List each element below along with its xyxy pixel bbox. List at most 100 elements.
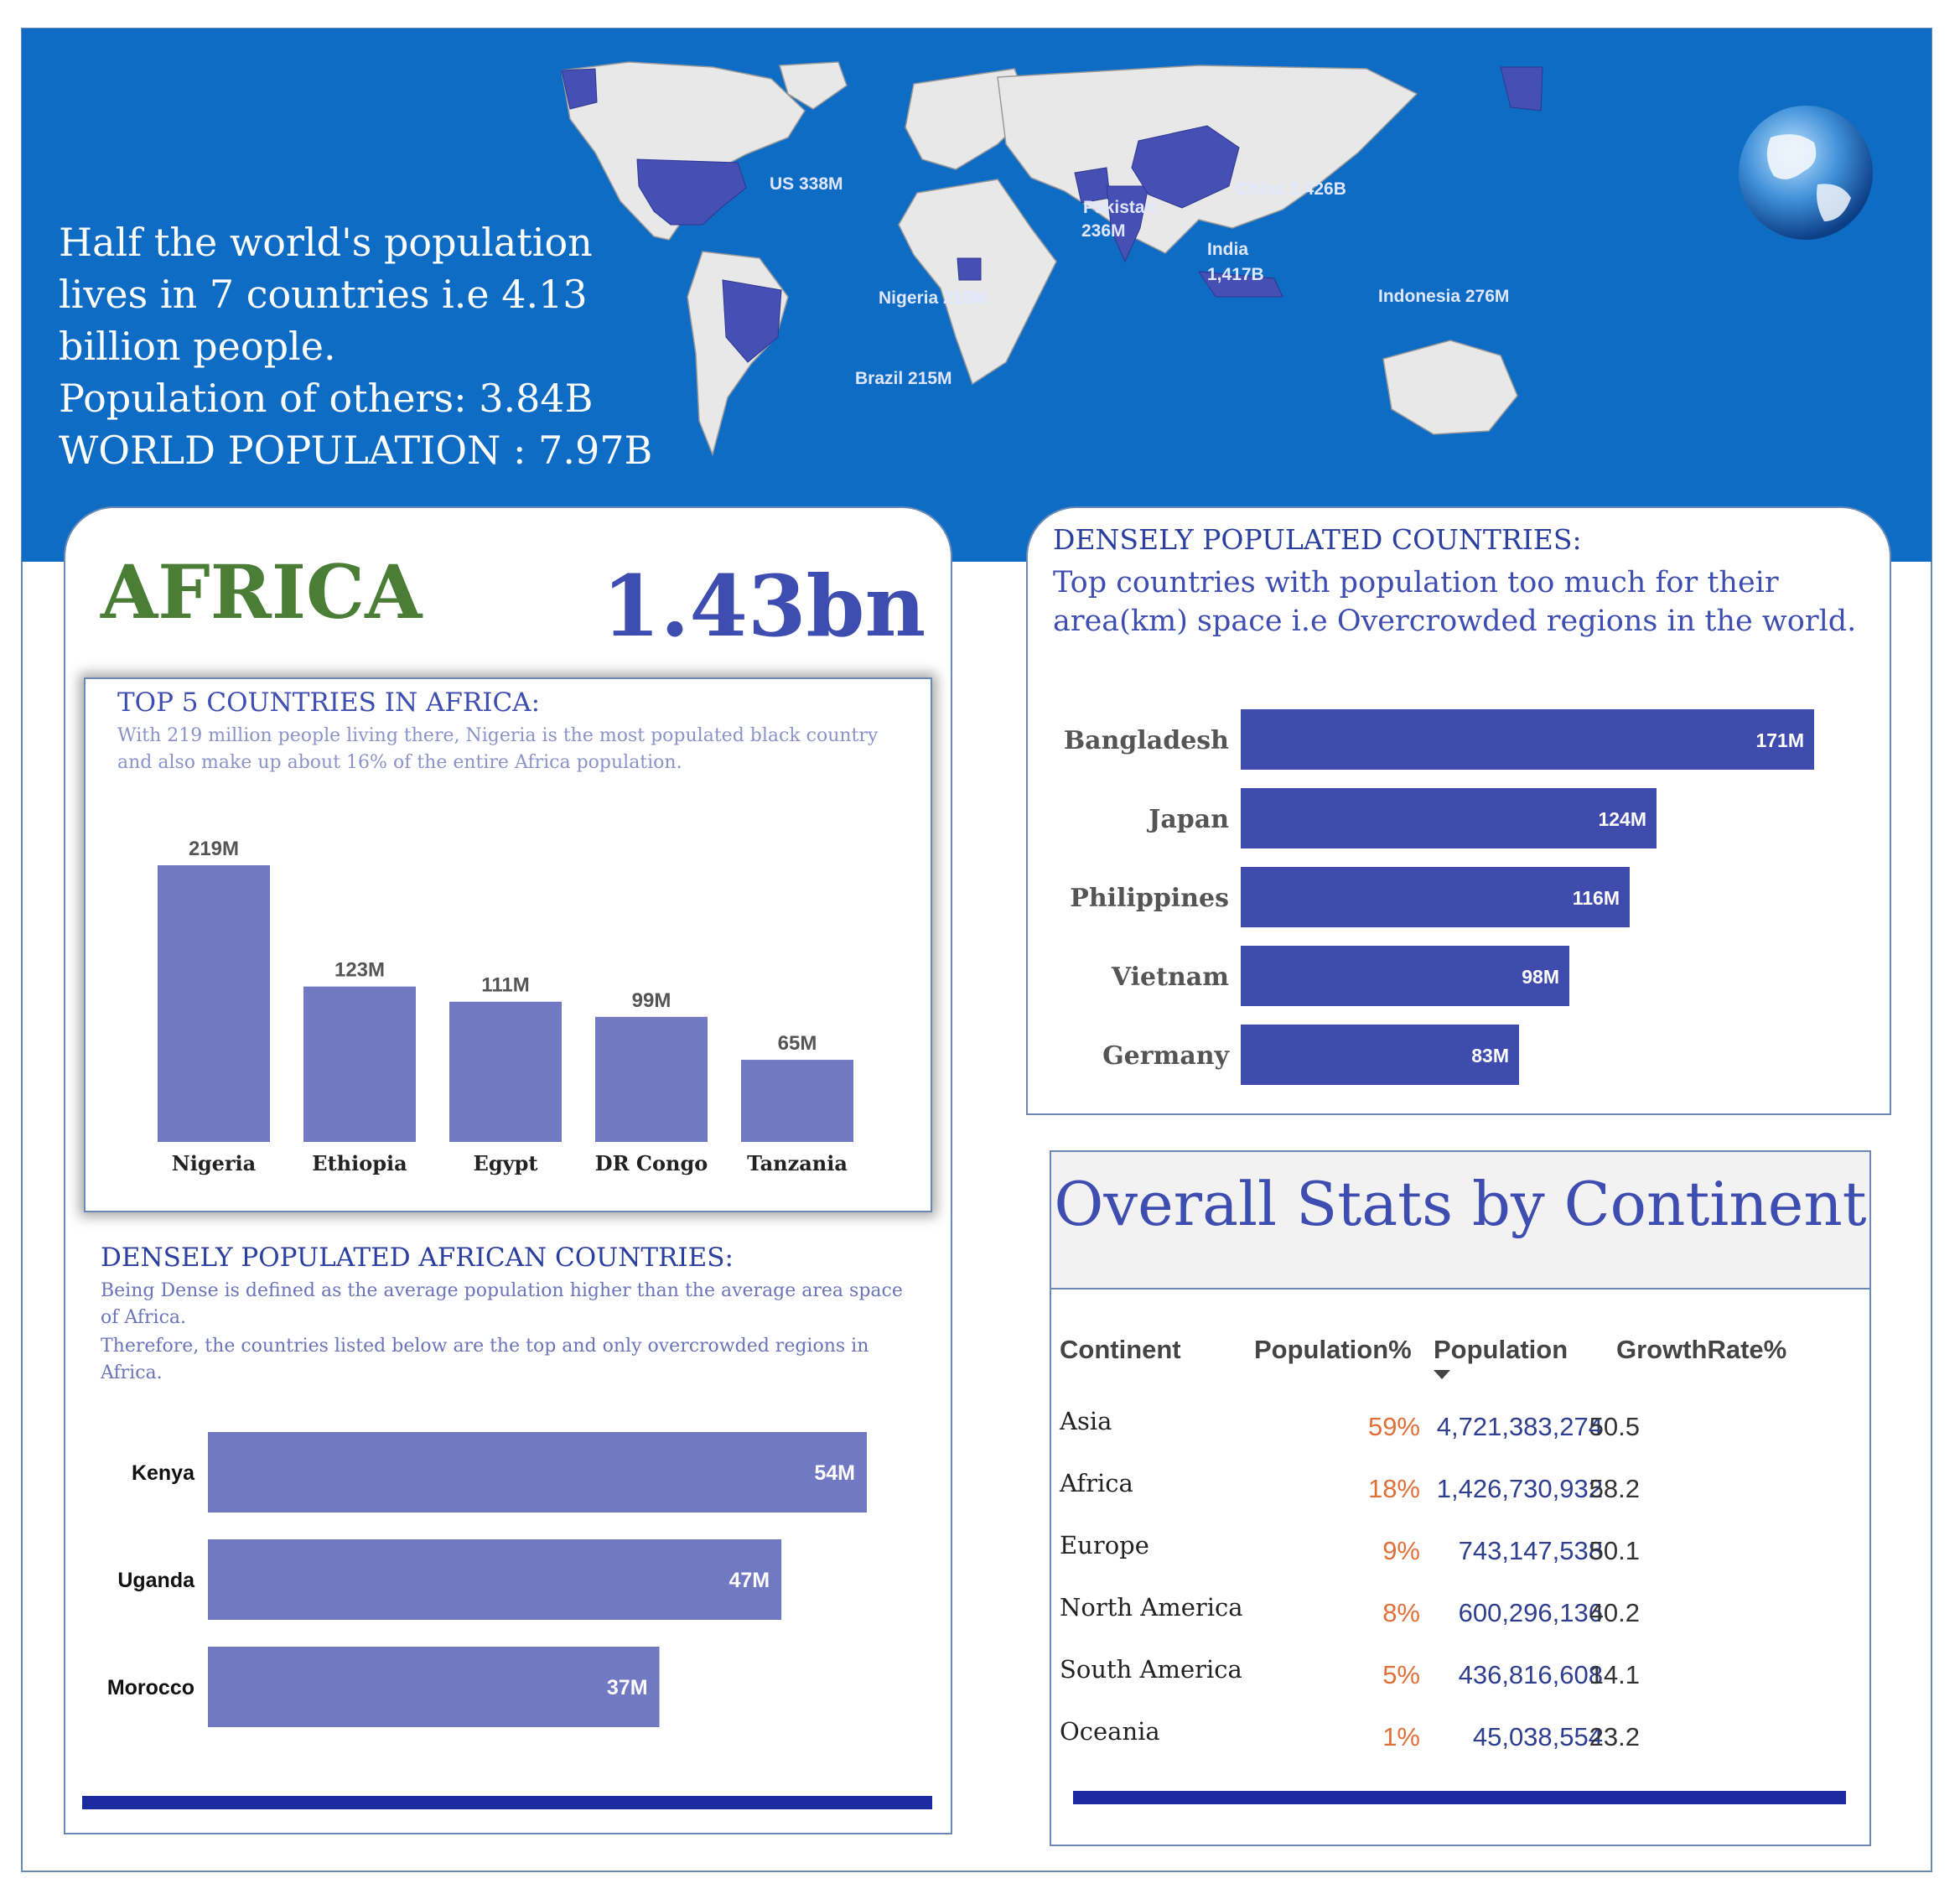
category-label: Japan — [1146, 805, 1229, 834]
headline-line-1: Half the world's population — [59, 220, 593, 265]
category-label: DR Congo — [595, 1151, 708, 1175]
map-label-pakistan: Pakistan — [1083, 198, 1155, 217]
dense-countries-bar-chart: Bangladesh 171M Japan 124M Philippines 116M Vi… — [1064, 709, 1814, 1085]
dense-countries-desc-line-2: area(km) space i.e Overcrowded regions i… — [1053, 605, 1857, 638]
africa-population: 1.43bn — [602, 557, 926, 656]
bar-japan — [1241, 788, 1657, 848]
africa-title: AFRICA — [101, 548, 423, 636]
table-cell-growth: 58.2 — [1589, 1474, 1640, 1503]
headline-line-4: Population of others: 3.84B — [59, 376, 594, 421]
table-cell-continent: Africa — [1060, 1469, 1133, 1497]
sort-descending-icon[interactable] — [1434, 1370, 1450, 1379]
world-map: US 338M China 1.426B Pakistan 236M India… — [562, 61, 1543, 457]
bar-vietnam — [1241, 946, 1569, 1006]
category-label: Bangladesh — [1064, 726, 1229, 755]
continent-stats-title: Overall Stats by Continent — [1054, 1169, 1867, 1239]
african-dense-desc-line-4: Africa. — [101, 1362, 163, 1383]
us-highlight — [636, 158, 747, 226]
table-cell-growth: 50.5 — [1589, 1412, 1640, 1441]
data-label: 98M — [1522, 966, 1559, 988]
table-cell-pct: 1% — [1382, 1722, 1420, 1751]
category-label: Tanzania — [747, 1151, 848, 1175]
australia-shape — [1382, 340, 1518, 435]
table-cell-continent: Oceania — [1060, 1717, 1160, 1746]
alaska-highlight — [562, 68, 598, 110]
table-cell-population: 600,296,136 — [1458, 1598, 1603, 1627]
table-cell-pct: 8% — [1382, 1598, 1420, 1627]
map-label-india: India — [1207, 240, 1248, 259]
data-label: 111M — [481, 974, 529, 997]
map-label-brazil: Brazil 215M — [855, 369, 952, 388]
dense-countries-title: DENSELY POPULATED COUNTRIES: — [1053, 523, 1582, 556]
headline-world-population: WORLD POPULATION : 7.97B — [59, 428, 653, 473]
map-label-us: US 338M — [770, 174, 843, 194]
table-cell-population: 743,147,538 — [1458, 1536, 1603, 1565]
china-highlight — [1131, 125, 1240, 209]
south-america-shape — [687, 251, 789, 457]
african-dense-desc-line-1: Being Dense is defined as the average po… — [101, 1280, 903, 1301]
data-label: 54M — [814, 1461, 855, 1485]
top5-desc-line-2: and also make up about 16% of the entire… — [117, 752, 682, 773]
bar-philippines — [1241, 867, 1630, 927]
top5-desc-line-1: With 219 million people living there, Ni… — [117, 725, 879, 746]
indonesia-highlight — [1198, 271, 1283, 298]
column-header-population-pct[interactable]: Population% — [1254, 1335, 1412, 1364]
data-label: 37M — [607, 1676, 648, 1699]
top5-title: TOP 5 COUNTRIES IN AFRICA: — [117, 688, 541, 718]
brazil-highlight — [722, 279, 782, 363]
table-cell-population: 436,816,608 — [1458, 1660, 1603, 1689]
table-cell-growth: 50.1 — [1589, 1536, 1640, 1565]
africa-shape — [898, 179, 1057, 386]
bar-germany — [1241, 1025, 1519, 1085]
table-cell-continent: Europe — [1060, 1531, 1149, 1559]
bar-bangladesh — [1241, 709, 1814, 770]
table-cell-continent: Asia — [1060, 1407, 1112, 1435]
african-dense-bar-chart: Kenya 54M Uganda 47M Morocco 37M — [107, 1432, 867, 1727]
india-highlight — [1106, 185, 1149, 263]
african-dense-desc-line-3: Therefore, the countries listed below ar… — [101, 1336, 869, 1357]
table-cell-population: 1,426,730,932 — [1436, 1474, 1603, 1503]
globe-icon — [1739, 106, 1873, 240]
headline: Half the world's population lives in 7 c… — [59, 216, 653, 476]
bar-nigeria — [158, 865, 270, 1142]
greenland-shape — [779, 61, 848, 110]
data-label: 219M — [189, 838, 239, 860]
map-label-indonesia: Indonesia 276M — [1378, 287, 1509, 306]
african-dense-title: DENSELY POPULATED AFRICAN COUNTRIES: — [101, 1243, 734, 1273]
table-cell-pct: 5% — [1382, 1660, 1420, 1689]
category-label: Vietnam — [1111, 963, 1229, 992]
map-label-pakistan-value: 236M — [1081, 221, 1126, 241]
bar-uganda — [208, 1539, 782, 1620]
table-cell-growth: 40.2 — [1589, 1598, 1640, 1627]
bar-dr-congo — [595, 1016, 708, 1142]
data-label: 83M — [1471, 1045, 1509, 1066]
data-label: 171M — [1755, 729, 1804, 751]
map-label-nigeria: Nigeria 219M — [879, 288, 988, 308]
map-label-china: China 1.426B — [1236, 179, 1346, 199]
column-header-continent[interactable]: Continent — [1060, 1335, 1181, 1364]
bar-ethiopia — [303, 986, 416, 1142]
table-cell-growth: 23.2 — [1589, 1722, 1640, 1751]
column-header-population[interactable]: Population — [1434, 1335, 1569, 1364]
data-label: 99M — [632, 989, 671, 1012]
category-label: Uganda — [117, 1569, 195, 1592]
column-header-growth-rate[interactable]: GrowthRate% — [1616, 1335, 1787, 1364]
africa-panel-bottom-rule — [82, 1796, 932, 1809]
table-cell-population: 45,038,554 — [1472, 1722, 1603, 1751]
bar-tanzania — [741, 1060, 853, 1142]
table-cell-continent: North America — [1060, 1593, 1243, 1622]
table-cell-pct: 18% — [1367, 1474, 1420, 1503]
bar-egypt — [449, 1001, 562, 1142]
category-label: Philippines — [1070, 884, 1229, 913]
category-label: Morocco — [107, 1676, 194, 1699]
data-label: 65M — [778, 1032, 817, 1055]
data-label: 47M — [729, 1569, 770, 1592]
table-cell-growth: 14.1 — [1589, 1660, 1640, 1689]
table-cell-population: 4,721,383,274 — [1436, 1412, 1603, 1441]
table-cell-pct: 59% — [1367, 1412, 1420, 1441]
category-label: Kenya — [132, 1461, 195, 1485]
continent-stats-header: Overall Stats by Continent — [1051, 1152, 1869, 1289]
category-label: Ethiopia — [312, 1151, 407, 1175]
data-label: 116M — [1573, 887, 1620, 909]
category-label: Nigeria — [172, 1151, 256, 1175]
